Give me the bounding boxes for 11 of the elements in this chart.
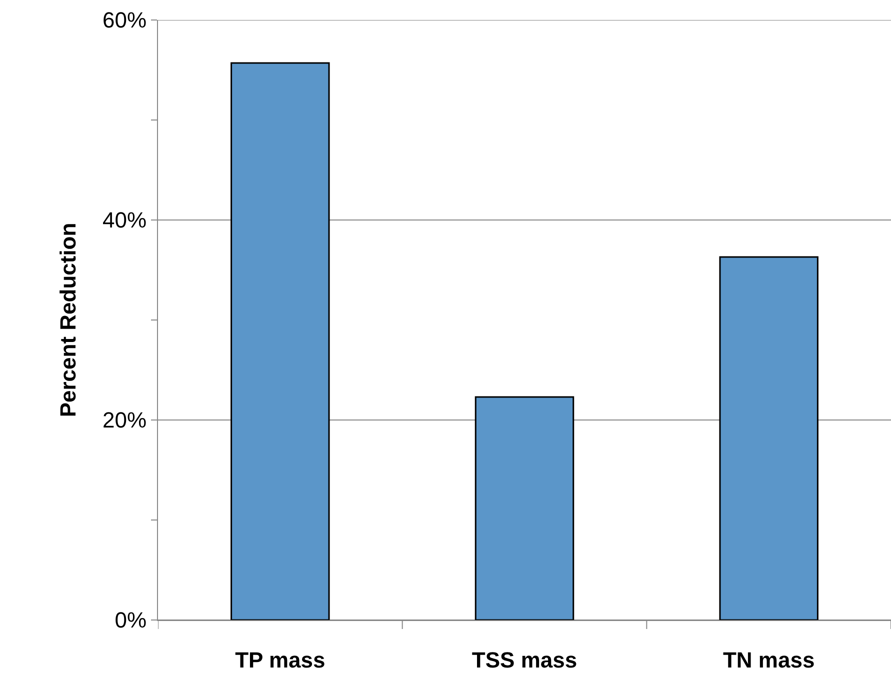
x-tick-label: TN mass xyxy=(722,647,815,672)
bar xyxy=(719,256,818,620)
y-tick-label: 20% xyxy=(102,408,147,433)
y-tick-label: 40% xyxy=(102,208,147,233)
y-axis-title: Percent Reduction xyxy=(55,222,80,418)
y-tick-label: 0% xyxy=(114,608,147,633)
bar xyxy=(230,62,330,620)
bar xyxy=(474,396,574,620)
x-tick-label: TP mass xyxy=(235,647,326,672)
x-tick-label: TSS mass xyxy=(472,647,578,672)
y-tick-label: 60% xyxy=(102,8,147,33)
